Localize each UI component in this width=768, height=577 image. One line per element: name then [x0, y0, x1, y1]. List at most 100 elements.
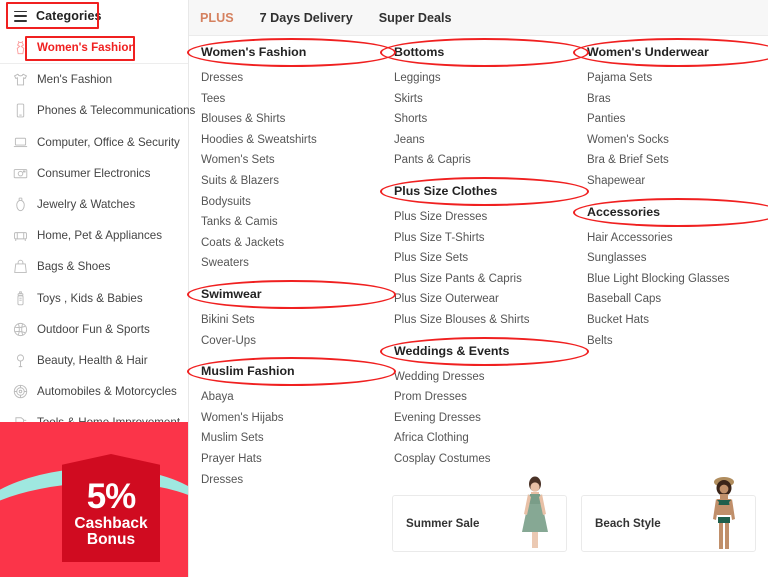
subcategory-link[interactable]: Dresses	[201, 72, 244, 84]
subcategory-column-3: Women's Underwear Pajama Sets Bras Panties W…	[575, 36, 768, 488]
subcategory-link[interactable]: Cosplay Costumes	[394, 452, 491, 465]
tab-plus[interactable]: PLUS	[200, 10, 234, 25]
subcategory-link[interactable]: Plus Size T-Shirts	[394, 231, 485, 244]
lipstick-icon	[12, 352, 29, 369]
sidebar-item-automobiles-motorcycles[interactable]: Automobiles & Motorcycles	[0, 376, 188, 407]
group-list: Plus Size Dresses Plus Size T-Shirts Plus …	[394, 207, 575, 331]
subcategory-link[interactable]: Plus Size Outerwear	[394, 293, 499, 306]
subcategory-link[interactable]: Prayer Hats	[201, 452, 262, 465]
armchair-icon	[12, 227, 29, 244]
promo-card-summer-sale[interactable]: Summer Sale	[392, 476, 567, 552]
subcategory-link[interactable]: Africa Clothing	[394, 432, 469, 445]
promo-line1: Cashback	[74, 515, 148, 532]
promo-card-beach-style[interactable]: Beach Style	[581, 477, 756, 552]
subcategory-link[interactable]: Plus Size Pants & Capris	[394, 272, 522, 285]
subcategory-link[interactable]: Wedding Dresses	[394, 370, 485, 383]
sidebar-item-label: Beauty, Health & Hair	[37, 353, 148, 367]
subcategory-link[interactable]: Blouses & Shirts	[201, 113, 286, 126]
categories-header[interactable]: Categories	[0, 0, 188, 32]
subcategory-link[interactable]: Bodysuits	[201, 195, 251, 208]
green-bikini-model-photo	[701, 473, 747, 551]
group-title-muslim-fashion[interactable]: Muslim Fashion	[201, 364, 295, 379]
subcategory-link[interactable]: Belts	[587, 334, 613, 347]
subcategory-link[interactable]: Bra & Brief Sets	[587, 154, 669, 167]
subcategory-link[interactable]: Leggings	[394, 72, 441, 84]
camera-icon	[12, 165, 29, 182]
group-title-bottoms[interactable]: Bottoms	[394, 45, 445, 59]
subcategory-link[interactable]: Bras	[587, 92, 611, 105]
subcategory-link[interactable]: Suits & Blazers	[201, 174, 279, 187]
group-title-accessories[interactable]: Accessories	[587, 204, 661, 219]
tab-super-deals[interactable]: Super Deals	[378, 10, 452, 25]
subcategory-link[interactable]: Women's Sets	[201, 154, 275, 167]
perfume-bottle-icon	[12, 196, 29, 213]
subcategory-link[interactable]: Bikini Sets	[201, 313, 255, 326]
subcategory-link[interactable]: Women's Hijabs	[201, 411, 284, 424]
group-title-weddings-events[interactable]: Weddings & Events	[394, 343, 510, 358]
sidebar-item-label: Computer, Office & Security	[37, 135, 180, 149]
ball-icon	[12, 321, 29, 338]
subcategory-link[interactable]: Plus Size Dresses	[394, 210, 488, 223]
sidebar-item-label: Toys , Kids & Babies	[37, 291, 143, 305]
subcategory-link[interactable]: Shapewear	[587, 174, 646, 187]
subcategory-link[interactable]: Plus Size Sets	[394, 252, 469, 265]
group-title-women-s-underwear[interactable]: Women's Underwear	[587, 45, 709, 59]
subcategory-link[interactable]: Dresses	[201, 473, 244, 486]
sidebar-item-phones-telecommunications[interactable]: Phones & Telecommunications	[0, 95, 195, 126]
sidebar-item-toys-kids-babies[interactable]: Toys , Kids & Babies	[0, 283, 188, 314]
subcategory-link[interactable]: Panties	[587, 113, 626, 126]
subcategory-link[interactable]: Cover-Ups	[201, 334, 256, 347]
group-list: Pajama Sets Bras Panties Women's Socks Bra &…	[587, 68, 768, 192]
sidebar-item-bags-shoes[interactable]: Bags & Shoes	[0, 251, 188, 282]
subcategory-link[interactable]: Tees	[201, 92, 226, 105]
subcategory-link[interactable]: Hair Accessories	[587, 231, 673, 244]
sidebar-item-label: Outdoor Fun & Sports	[37, 322, 150, 336]
subcategory-link[interactable]: Sunglasses	[587, 252, 647, 265]
sidebar-item-men-s-fashion[interactable]: Men's Fashion	[0, 64, 188, 95]
subcategory-link[interactable]: Baseball Caps	[587, 293, 662, 306]
subcategory-link[interactable]: Pants & Capris	[394, 154, 471, 167]
subcategory-link[interactable]: Blue Light Blocking Glasses	[587, 272, 730, 285]
sidebar-item-jewelry-watches[interactable]: Jewelry & Watches	[0, 189, 188, 220]
group-title-women-s-fashion[interactable]: Women's Fashion	[201, 45, 307, 59]
subcategory-link[interactable]: Prom Dresses	[394, 391, 467, 404]
subcategory-link[interactable]: Sweaters	[201, 257, 249, 270]
tab-7-days-delivery[interactable]: 7 Days Delivery	[259, 10, 353, 25]
hamburger-list-icon	[14, 10, 27, 22]
subcategory-link[interactable]: Muslim Sets	[201, 432, 264, 445]
sidebar-item-beauty-health-hair[interactable]: Beauty, Health & Hair	[0, 345, 188, 376]
subcategory-link[interactable]: Plus Size Blouses & Shirts	[394, 313, 530, 326]
sidebar-item-women-s-fashion[interactable]: Women's Fashion	[0, 32, 188, 63]
promo-percent: 5%	[86, 477, 137, 516]
group-list: Abaya Women's Hijabs Muslim Sets Prayer Hat…	[201, 387, 382, 490]
sidebar-item-consumer-electronics[interactable]: Consumer Electronics	[0, 158, 188, 189]
group-title-swimwear[interactable]: Swimwear	[201, 286, 262, 301]
group-title-plus-size-clothes[interactable]: Plus Size Clothes	[394, 183, 498, 198]
subcategory-link[interactable]: Women's Socks	[587, 133, 669, 146]
subcategory-link[interactable]: Skirts	[394, 92, 423, 105]
cashback-promo-banner[interactable]: 5% Cashback Bonus	[0, 422, 188, 577]
tire-wheel-icon	[12, 383, 29, 400]
subcategory-column-2: Bottoms Leggings Skirts Shorts Jeans Pants & …	[382, 36, 575, 488]
sidebar-item-label: Consumer Electronics	[37, 166, 151, 180]
dress-icon	[12, 39, 29, 56]
tshirt-icon	[12, 71, 29, 88]
subcategory-link[interactable]: Tanks & Camis	[201, 216, 278, 229]
sidebar-item-home-pet-appliances[interactable]: Home, Pet & Appliances	[0, 220, 188, 251]
subcategory-link[interactable]: Hoodies & Sweatshirts	[201, 133, 317, 146]
subcategory-link[interactable]: Pajama Sets	[587, 72, 653, 84]
sidebar-item-computer-office-security[interactable]: Computer, Office & Security	[0, 127, 188, 158]
subcategory-link[interactable]: Coats & Jackets	[201, 236, 285, 249]
handbag-icon	[12, 258, 29, 275]
panel-tab-bar: PLUS 7 Days Delivery Super Deals	[189, 0, 768, 36]
subcategory-link[interactable]: Abaya	[201, 391, 234, 404]
promo-line2: Bonus	[86, 531, 136, 549]
sidebar-item-outdoor-fun-sports[interactable]: Outdoor Fun & Sports	[0, 314, 188, 345]
promo-price-tag: 5% Cashback Bonus	[62, 454, 160, 562]
categories-sidebar: Categories Women's Fashion Men's Fashion P…	[0, 0, 195, 577]
subcategory-link[interactable]: Evening Dresses	[394, 411, 481, 424]
subcategory-column-1: Women's Fashion Dresses Tees Blouses & Shir…	[189, 36, 382, 488]
subcategory-link[interactable]: Bucket Hats	[587, 313, 649, 326]
subcategory-link[interactable]: Jeans	[394, 133, 425, 146]
subcategory-link[interactable]: Shorts	[394, 113, 428, 126]
